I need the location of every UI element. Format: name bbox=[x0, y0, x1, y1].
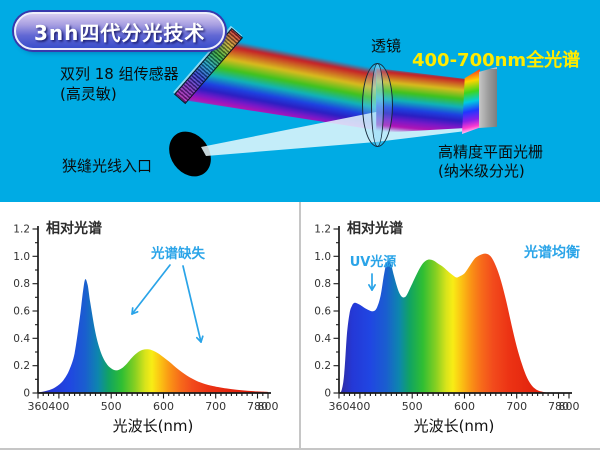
svg-text:500: 500 bbox=[101, 400, 122, 413]
svg-text:0.2: 0.2 bbox=[314, 360, 331, 372]
ticks bbox=[333, 228, 570, 399]
grating-label-line1: 高精度平面光栅 bbox=[438, 143, 544, 161]
svg-text:360: 360 bbox=[28, 400, 49, 413]
svg-text:600: 600 bbox=[153, 400, 174, 413]
svg-text:0.6: 0.6 bbox=[314, 306, 331, 318]
full-spectrum-panel: 360 400 500 600 700 780 800 0 0.2 0.4 0.6 0.8 1.0 1.… bbox=[299, 202, 600, 448]
svg-text:0.8: 0.8 bbox=[314, 278, 331, 290]
svg-text:1.0: 1.0 bbox=[314, 251, 331, 263]
x-axis-label: 光波长(nm) bbox=[113, 417, 194, 435]
x-axis-label: 光波长(nm) bbox=[414, 417, 495, 435]
svg-text:0.4: 0.4 bbox=[13, 333, 30, 345]
svg-text:0: 0 bbox=[23, 388, 30, 400]
chart-annotation: 光谱缺失 bbox=[150, 245, 205, 262]
ticks bbox=[32, 228, 269, 399]
grating-spectrum-face bbox=[462, 69, 480, 134]
sensor-label-line2: (高灵敏) bbox=[60, 85, 117, 103]
annotation-arrows bbox=[368, 273, 376, 291]
svg-text:0: 0 bbox=[324, 388, 331, 400]
svg-text:0.2: 0.2 bbox=[13, 360, 30, 372]
svg-text:700: 700 bbox=[205, 400, 226, 413]
svg-text:500: 500 bbox=[402, 400, 423, 413]
slit-label: 狭缝光线入口 bbox=[62, 157, 153, 175]
svg-text:1.2: 1.2 bbox=[314, 224, 331, 236]
led-spectrum-panel: 360 400 500 600 700 780 800 0 0.2 0.4 0.6 0.8 1.0 1.… bbox=[0, 202, 299, 448]
svg-text:780: 780 bbox=[548, 400, 569, 413]
svg-text:400: 400 bbox=[48, 400, 69, 413]
grating-label-line2: (纳米级分光) bbox=[438, 162, 525, 180]
lens-core-graphic bbox=[371, 63, 384, 147]
optical-diagram: 3nh四代分光技术 双列 18 组传感器 (高灵敏) 透镜 400-700nm全… bbox=[0, 0, 600, 202]
chart-annotation: 光谱均衡 bbox=[523, 244, 580, 261]
svg-text:700: 700 bbox=[506, 400, 527, 413]
svg-text:360: 360 bbox=[329, 400, 350, 413]
sensor-label-line1: 双列 18 组传感器 bbox=[60, 65, 179, 83]
svg-text:0.8: 0.8 bbox=[13, 278, 30, 290]
y-tick-labels: 0 0.2 0.4 0.6 0.8 1.0 1.2 bbox=[314, 224, 331, 400]
full-spectrum-label: 400-700nm全光谱 bbox=[412, 50, 581, 71]
charts-row: 360 400 500 600 700 780 800 0 0.2 0.4 0.6 0.8 1.0 1.… bbox=[0, 202, 600, 450]
spectrum-area bbox=[38, 279, 268, 393]
svg-text:800: 800 bbox=[258, 400, 279, 413]
annotation-arrows bbox=[131, 264, 204, 343]
svg-text:600: 600 bbox=[454, 400, 475, 413]
chart-title: 相对光谱 bbox=[347, 220, 403, 237]
sensor-label: 双列 18 组传感器 (高灵敏) bbox=[60, 64, 179, 104]
grating-label: 高精度平面光栅 (纳米级分光) bbox=[438, 143, 543, 181]
title-badge: 3nh四代分光技术 bbox=[14, 12, 226, 50]
svg-text:400: 400 bbox=[349, 400, 370, 413]
y-tick-labels: 0 0.2 0.4 0.6 0.8 1.0 1.2 bbox=[13, 224, 30, 400]
svg-text:1.0: 1.0 bbox=[13, 251, 30, 263]
chart-title: 相对光谱 bbox=[46, 220, 102, 237]
svg-text:0.6: 0.6 bbox=[13, 306, 30, 318]
chart-annotation: UV光源 bbox=[350, 254, 397, 270]
lens-label: 透镜 bbox=[370, 37, 401, 55]
svg-text:1.2: 1.2 bbox=[13, 224, 30, 236]
svg-text:0.4: 0.4 bbox=[314, 333, 331, 345]
svg-text:780: 780 bbox=[247, 400, 268, 413]
spectrum-area bbox=[339, 253, 549, 393]
grating-body-graphic bbox=[479, 67, 497, 128]
svg-text:800: 800 bbox=[559, 400, 580, 413]
badge-label: 3nh四代分光技术 bbox=[34, 20, 206, 45]
